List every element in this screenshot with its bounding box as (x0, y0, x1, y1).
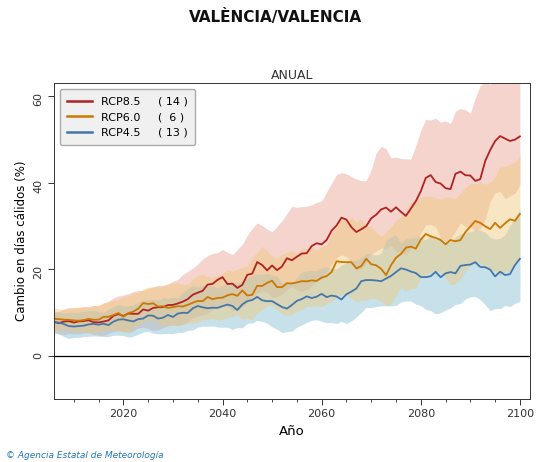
Text: VALÈNCIA/VALENCIA: VALÈNCIA/VALENCIA (189, 9, 361, 25)
Y-axis label: Cambio en días cálidos (%): Cambio en días cálidos (%) (15, 161, 28, 321)
Legend: RCP8.5     ( 14 ), RCP6.0     (  6 ), RCP4.5     ( 13 ): RCP8.5 ( 14 ), RCP6.0 ( 6 ), RCP4.5 ( 13… (59, 89, 195, 146)
X-axis label: Año: Año (279, 425, 305, 438)
Text: © Agencia Estatal de Meteorología: © Agencia Estatal de Meteorología (6, 451, 163, 460)
Title: ANUAL: ANUAL (271, 69, 313, 82)
